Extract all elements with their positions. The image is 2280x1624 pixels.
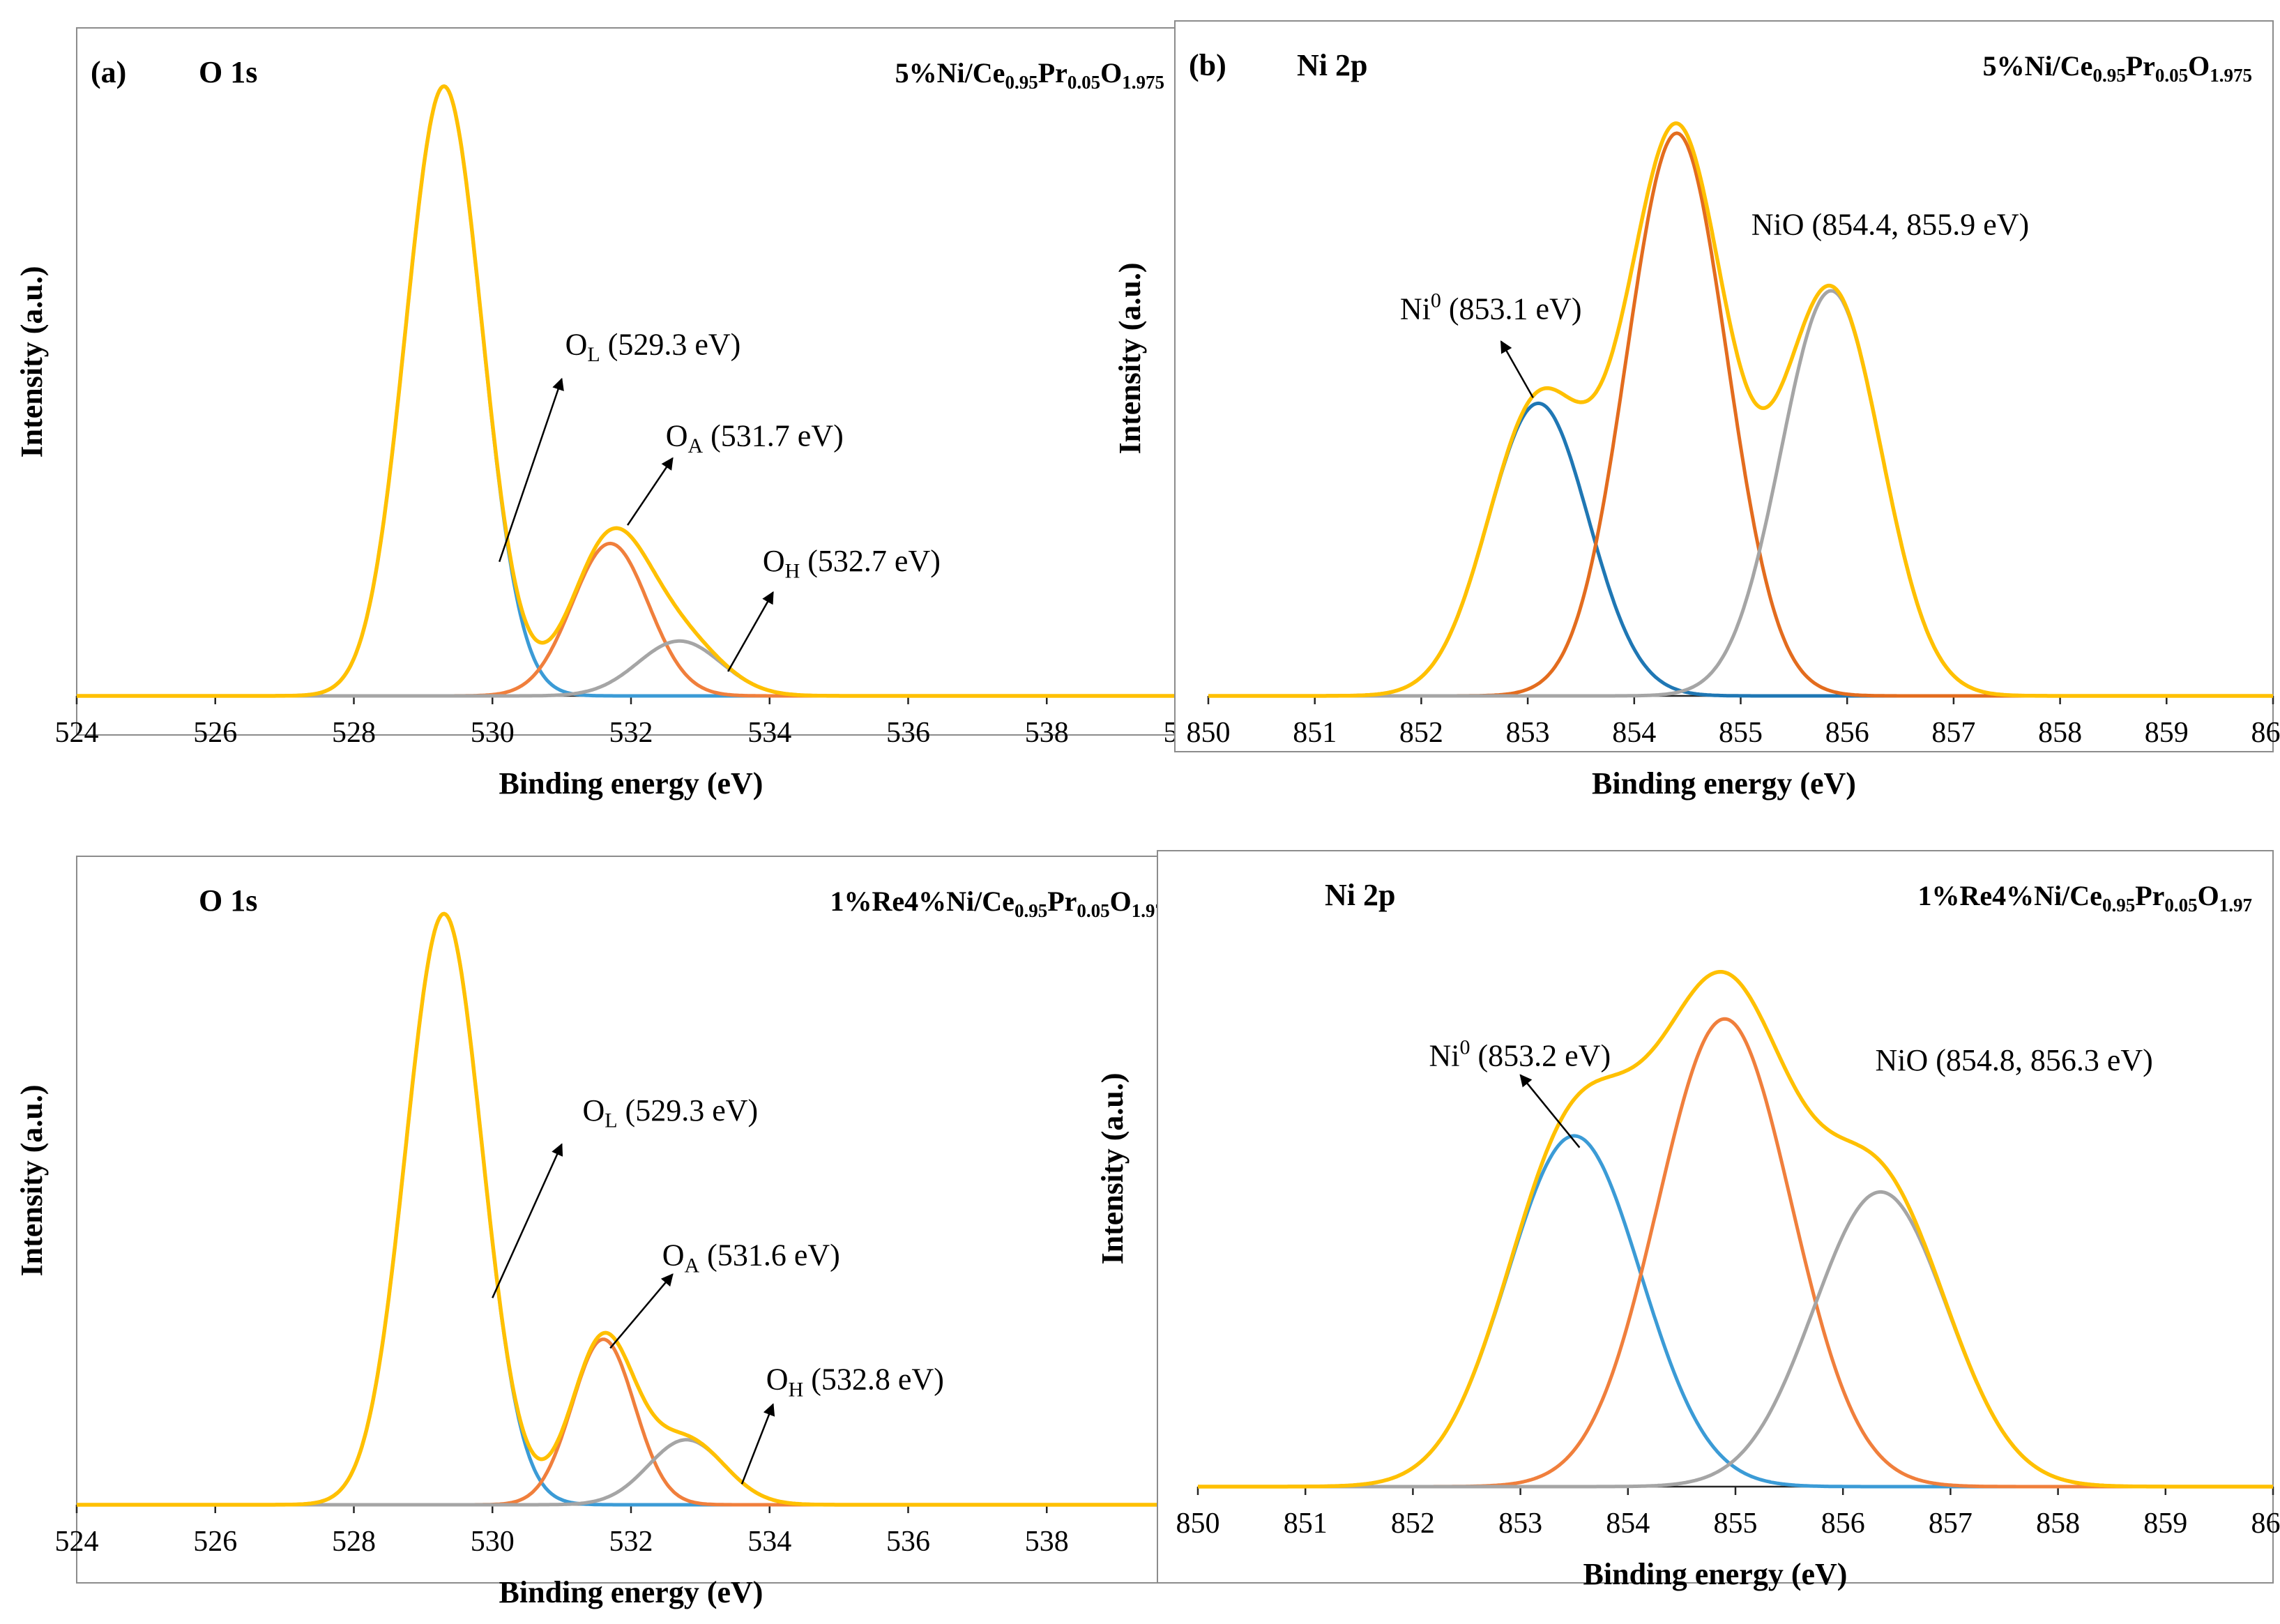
x-tick-label: 536 (886, 1526, 930, 1558)
x-tick-label: 526 (193, 717, 237, 749)
x-tick-label: 538 (1025, 1526, 1069, 1558)
x-tick-label: 532 (609, 1526, 653, 1558)
x-tick-label: 852 (1391, 1508, 1435, 1540)
y-axis-title: Intensity (a.u.) (15, 266, 49, 457)
annotation-label: NiO (854.4, 855.9 eV) (1751, 207, 2029, 241)
x-axis-title: Binding energy (eV) (499, 766, 763, 800)
x-tick-label: 858 (2036, 1508, 2080, 1540)
spectrum-title: O 1s (199, 55, 257, 89)
x-tick-label: 534 (747, 717, 791, 749)
annotation-label: OA (531.7 eV) (666, 419, 844, 458)
x-axis-title: Binding energy (eV) (1592, 766, 1856, 800)
x-tick-label: 860 (2251, 1508, 2280, 1540)
x-tick-label: 860 (2251, 717, 2280, 749)
y-axis-title: Intensity (a.u.) (1113, 262, 1147, 454)
x-tick-label: 854 (1606, 1508, 1650, 1540)
annotation-label: OH (532.7 eV) (763, 544, 941, 583)
x-tick-label: 851 (1293, 717, 1337, 749)
annotation-arrow (1500, 340, 1534, 398)
panel-frame (76, 27, 1186, 736)
x-tick-label: 858 (2038, 717, 2082, 749)
x-tick-label: 855 (1719, 717, 1763, 749)
spectrum-title: Ni 2p (1297, 48, 1367, 82)
x-tick-label: 536 (886, 717, 930, 749)
sample-label: 1%Re4%Ni/Ce0.95Pr0.05O1.97 (830, 886, 1164, 921)
annotation-arrow (626, 457, 674, 526)
panel-frame (1174, 20, 2274, 752)
x-tick-label: 532 (609, 717, 653, 749)
x-tick-label: 852 (1399, 717, 1443, 749)
sample-label: 1%Re4%Ni/Ce0.95Pr0.05O1.97 (1918, 880, 2252, 916)
x-tick-label: 857 (1931, 717, 1975, 749)
annotation-arrow (1519, 1074, 1581, 1148)
spectrum-title: Ni 2p (1325, 878, 1395, 912)
annotation-arrow (492, 1143, 563, 1298)
x-tick-label: 524 (55, 717, 99, 749)
x-tick-label: 851 (1284, 1508, 1328, 1540)
x-tick-label: 854 (1612, 717, 1656, 749)
x-tick-label: 530 (471, 717, 515, 749)
sample-label: 5%Ni/Ce0.95Pr0.05O1.975 (895, 57, 1164, 93)
annotation-arrow (499, 377, 564, 563)
x-tick-label: 853 (1498, 1508, 1542, 1540)
annotation-label: NiO (854.8, 856.3 eV) (1875, 1043, 2152, 1077)
annotation-label: OH (532.8 eV) (766, 1363, 944, 1402)
sample-label: 5%Ni/Ce0.95Pr0.05O1.975 (1983, 50, 2252, 86)
envelope-curve (76, 911, 1186, 1507)
x-tick-label: 859 (2143, 1508, 2187, 1540)
spectrum-title: O 1s (199, 883, 257, 918)
annotation-label: OL (529.3 eV) (565, 327, 741, 366)
annotation-label: OA (531.6 eV) (662, 1238, 840, 1277)
x-tick-label: 850 (1187, 717, 1231, 749)
x-axis-title: Binding energy (eV) (1583, 1557, 1848, 1591)
annotation-label: Ni0 (853.2 eV) (1429, 1036, 1611, 1073)
panel-a: 524526528530532534536538540Binding energ… (15, 27, 1208, 800)
x-tick-label: 530 (471, 1526, 515, 1558)
y-axis-title: Intensity (a.u.) (1095, 1072, 1130, 1264)
annotation-label: OL (529.3 eV) (582, 1093, 758, 1132)
panel-d: 850 851 852 853 854 855 856 857 858 859 860 Binding… (1095, 850, 2280, 1591)
annotation-arrow (609, 1273, 674, 1349)
x-tick-label: 856 (1821, 1508, 1865, 1540)
x-axis-title: Binding energy (eV) (499, 1575, 763, 1609)
annotation-label: Ni0 (853.1 eV) (1400, 289, 1582, 326)
x-tick-label: 528 (332, 717, 376, 749)
envelope-curve (76, 84, 1186, 698)
panel-letter: (b) (1189, 48, 1226, 82)
panel-letter: (a) (91, 55, 126, 89)
x-tick-label: 853 (1506, 717, 1550, 749)
x-tick-label: 855 (1714, 1508, 1758, 1540)
x-tick-label: 850 (1176, 1508, 1220, 1540)
y-axis-title: Intensity (a.u.) (15, 1084, 49, 1276)
envelope-curve (1208, 121, 2274, 698)
x-tick-label: 524 (55, 1526, 99, 1558)
x-tick-label: 526 (193, 1526, 237, 1558)
x-tick-label: 538 (1025, 717, 1069, 749)
panel-c: 524526528530532534536538540Binding energ… (15, 856, 1208, 1609)
x-tick-label: 859 (2145, 717, 2189, 749)
x-tick-label: 856 (1825, 717, 1869, 749)
x-tick-label: 534 (747, 1526, 791, 1558)
x-tick-label: 857 (1929, 1508, 1973, 1540)
annotation-arrow (740, 1403, 775, 1485)
annotation-arrow (727, 591, 774, 672)
envelope-curve (1197, 969, 2274, 1489)
panel-b: 850 851 852 853 854 855 856 857 858 859 860 Binding… (1113, 20, 2280, 800)
panel-frame (76, 856, 1186, 1584)
x-tick-label: 528 (332, 1526, 376, 1558)
